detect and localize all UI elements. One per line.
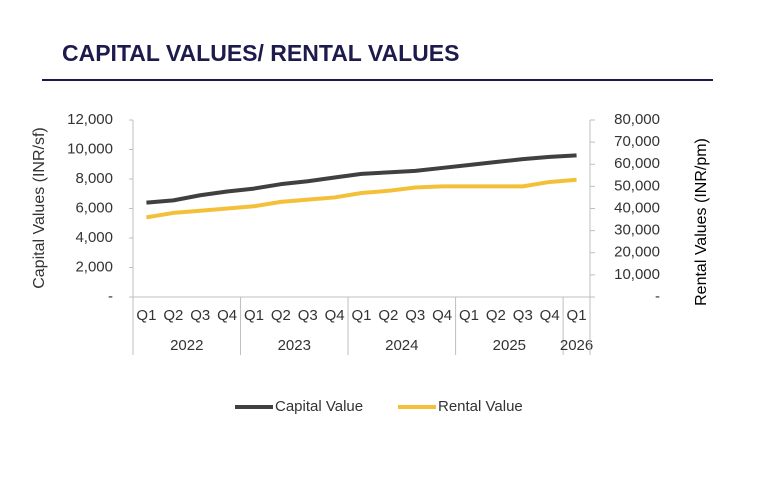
y-tick-label: 12,000	[67, 111, 113, 128]
y2-tick-label: 40,000	[614, 199, 660, 216]
x-tick-label: Q4	[217, 307, 237, 324]
legend-label: Rental Value	[438, 398, 523, 415]
x-tick-label: Q2	[378, 307, 398, 324]
x-tick-label: Q1	[351, 307, 371, 324]
x-tick-label: Q1	[244, 307, 264, 324]
x-tick-label: Q1	[136, 307, 156, 324]
x-tick-label: Q3	[513, 307, 533, 324]
x-tick-label: Q1	[459, 307, 479, 324]
year-label: 2024	[385, 337, 418, 354]
y-tick-label: 6,000	[75, 199, 113, 216]
y2-tick-label: 10,000	[614, 266, 660, 283]
year-label: 2023	[278, 337, 311, 354]
x-tick-label: Q2	[163, 307, 183, 324]
y2-tick-label: 70,000	[614, 133, 660, 150]
x-tick-label: Q4	[540, 307, 560, 324]
year-label: 2025	[493, 337, 526, 354]
y2-tick-label: 80,000	[614, 111, 660, 128]
y-axis-label: Capital Values (INR/sf)	[31, 127, 48, 289]
y2-tick-label: 20,000	[614, 244, 660, 261]
series-line	[146, 153, 577, 205]
y2-tick-label: 50,000	[614, 177, 660, 194]
year-label: 2022	[170, 337, 203, 354]
series-line	[146, 177, 577, 220]
x-tick-label: Q3	[190, 307, 210, 324]
x-tick-label: Q3	[298, 307, 318, 324]
x-tick-label: Q2	[271, 307, 291, 324]
year-label: 2026	[560, 337, 593, 354]
x-tick-label: Q3	[405, 307, 425, 324]
y-tick-label: 10,000	[67, 140, 113, 157]
y2-axis-label: Rental Values (INR/pm)	[693, 138, 710, 306]
y-tick-label: -	[108, 288, 113, 305]
y-tick-label: 8,000	[75, 170, 113, 187]
y2-tick-label: 30,000	[614, 222, 660, 239]
x-tick-label: Q1	[567, 307, 587, 324]
y2-tick-label: -	[655, 288, 660, 305]
legend-label: Capital Value	[275, 398, 363, 415]
x-tick-label: Q4	[325, 307, 345, 324]
y-tick-label: 4,000	[75, 229, 113, 246]
x-tick-label: Q2	[486, 307, 506, 324]
x-tick-label: Q4	[432, 307, 452, 324]
chart-title: CAPITAL VALUES/ RENTAL VALUES	[62, 40, 459, 66]
y2-tick-label: 60,000	[614, 155, 660, 172]
y-tick-label: 2,000	[75, 258, 113, 275]
